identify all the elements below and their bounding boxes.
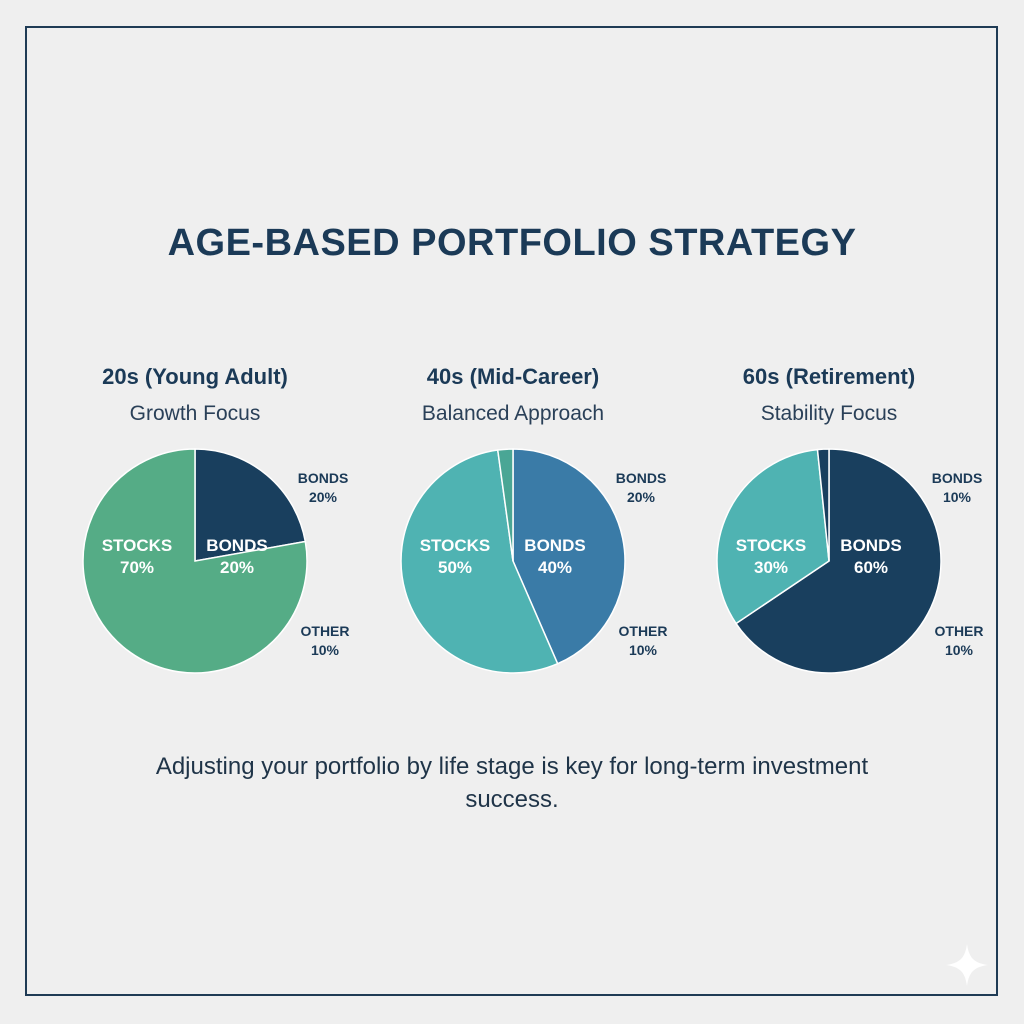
outside-other-value-label: 10% xyxy=(311,642,340,658)
pie-chart-40s: STOCKS 50% BONDS 40% BONDS 20% OTHER 10% xyxy=(400,448,668,674)
outside-bonds-value-label: 10% xyxy=(943,489,972,505)
inside-stocks-value-label: 70% xyxy=(120,558,154,577)
chart-panel-20s: 20s (Young Adult) Growth Focus STOCKS 70%… xyxy=(45,364,350,694)
pie-chart-20s: STOCKS 70% BONDS 20% BONDS 20% OTHER 10% xyxy=(82,448,350,674)
outer-frame xyxy=(25,26,998,996)
chart-subtitle: Stability Focus xyxy=(760,402,898,425)
outside-bonds-label: BONDS xyxy=(616,470,667,486)
outside-other-label: OTHER xyxy=(301,623,350,639)
inside-bonds-label: BONDS xyxy=(206,536,267,555)
outside-other-label: OTHER xyxy=(935,623,984,639)
outside-other-label: OTHER xyxy=(619,623,668,639)
chart-title: 40s (Mid-Career) xyxy=(426,364,600,389)
chart-title: 20s (Young Adult) xyxy=(102,364,288,389)
chart-subtitle: Balanced Approach xyxy=(421,402,605,425)
inside-stocks-value-label: 50% xyxy=(438,558,472,577)
pie-slice-stocks xyxy=(82,448,308,674)
pie-slice-bonds xyxy=(735,448,942,674)
outside-bonds-value-label: 20% xyxy=(309,489,338,505)
footer-caption: Adjusting your portfolio by life stage i… xyxy=(155,753,869,813)
inside-stocks-value-label: 30% xyxy=(754,558,788,577)
outside-other-value-label: 10% xyxy=(629,642,658,658)
inside-bonds-label: BONDS xyxy=(524,536,585,555)
page-title: AGE-BASED PORTFOLIO STRATEGY xyxy=(167,222,857,264)
pie-slice-other xyxy=(816,448,830,562)
chart-title: 60s (Retirement) xyxy=(742,364,916,389)
outside-bonds-label: BONDS xyxy=(298,470,349,486)
outside-bonds-label: BONDS xyxy=(932,470,983,486)
pie-slice-bonds xyxy=(512,448,626,665)
inside-bonds-label: BONDS xyxy=(840,536,901,555)
inside-stocks-label: STOCKS xyxy=(420,536,491,555)
sparkle-icon xyxy=(946,944,988,986)
inside-bonds-value-label: 60% xyxy=(854,558,888,577)
chart-panel-40s: 40s (Mid-Career) Balanced Approach STOCK… xyxy=(363,364,668,694)
pie-slice-stocks xyxy=(400,449,559,674)
inside-stocks-label: STOCKS xyxy=(736,536,807,555)
pie-chart-60s: STOCKS 30% BONDS 60% BONDS 10% OTHER 10% xyxy=(716,448,984,674)
chart-panel-60s: 60s (Retirement) Stability Focus STOCKS 3… xyxy=(679,364,984,694)
outside-bonds-value-label: 20% xyxy=(627,489,656,505)
pie-slice-stocks xyxy=(716,448,830,625)
pie-slice-other xyxy=(496,448,514,562)
chart-subtitle: Growth Focus xyxy=(129,402,261,425)
pie-slice-bonds xyxy=(194,448,307,562)
outside-other-value-label: 10% xyxy=(945,642,974,658)
inside-bonds-value-label: 20% xyxy=(220,558,254,577)
inside-stocks-label: STOCKS xyxy=(102,536,173,555)
inside-bonds-value-label: 40% xyxy=(538,558,572,577)
